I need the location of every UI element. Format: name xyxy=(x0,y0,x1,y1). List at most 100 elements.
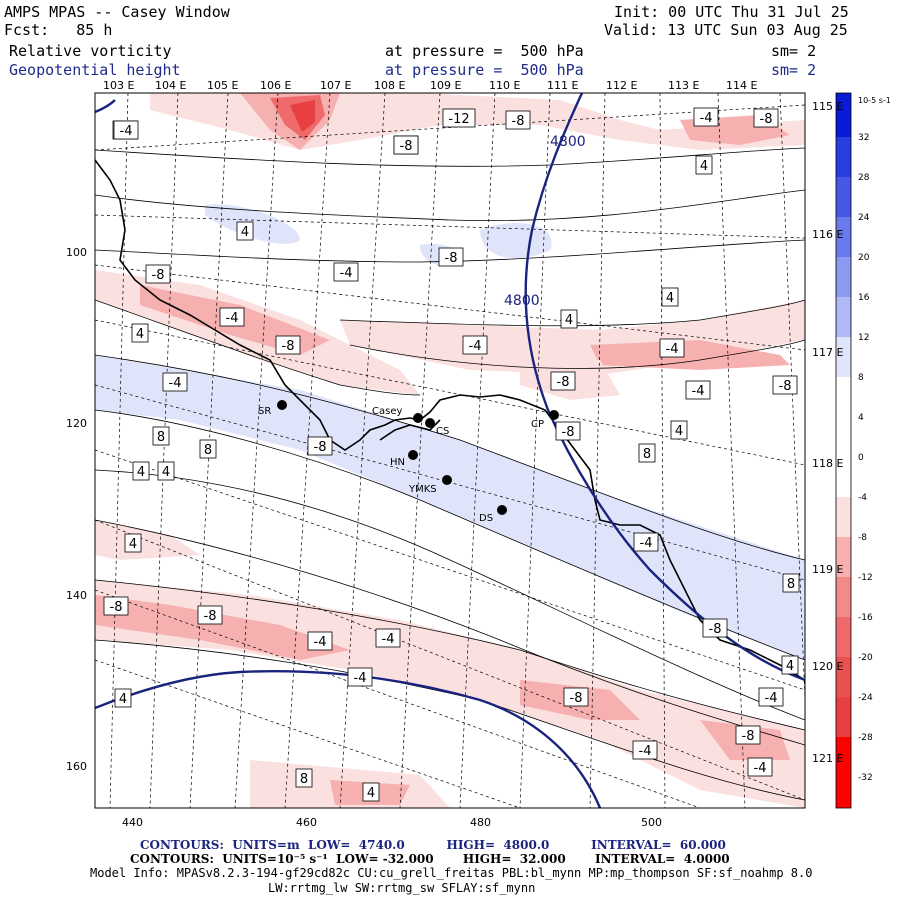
vorticity-contour-info: CONTOURS: UNITS=10⁻⁵ s⁻¹ LOW= -32.000 HI… xyxy=(130,852,730,866)
colorbar-tick: -16 xyxy=(858,613,873,623)
station-label: CS xyxy=(436,426,449,437)
lon-label: 116 E xyxy=(812,228,843,241)
vorticity-label-box xyxy=(695,155,713,175)
vorticity-label-box xyxy=(462,335,488,355)
lon-label: 121 E xyxy=(812,752,843,765)
vorticity-label: -4 xyxy=(692,384,705,399)
vorticity-label: 4 xyxy=(367,786,375,801)
vorticity-label: -8 xyxy=(562,425,575,440)
lon-label: 120 E xyxy=(812,660,843,673)
vorticity-label: -8 xyxy=(512,114,525,129)
vorticity-label-box xyxy=(362,782,380,802)
vorticity-label: -4 xyxy=(382,632,395,647)
vorticity-label: -4 xyxy=(340,266,353,281)
vorticity-label: 4 xyxy=(565,313,573,328)
vorticity-label: 4 xyxy=(241,225,249,240)
vorticity-label: 8 xyxy=(643,447,651,462)
vorticity-label-box xyxy=(219,307,245,327)
vorticity-label: -4 xyxy=(120,124,133,139)
vorticity-label-layer: -4 -12 -8 -4 -4 -8 4 -8 -8 -4 4 4 -4 -8 4 4 -4 -4 -8 -4 -8 -4… xyxy=(103,107,800,802)
vorticity-label-box xyxy=(375,628,401,648)
lon-label: 110 E xyxy=(489,79,520,92)
vorticity-label-box xyxy=(197,605,223,625)
vorticity-label-box xyxy=(307,436,333,456)
vorticity-label-box xyxy=(295,768,313,788)
vorticity-label: -4 xyxy=(666,342,679,357)
x-tick: 500 xyxy=(641,816,662,829)
station-marker xyxy=(425,418,435,428)
y-tick: 160 xyxy=(66,760,87,773)
vorticity-label-box xyxy=(131,323,149,343)
vorticity-label: -12 xyxy=(448,112,469,127)
height-contours xyxy=(95,93,805,808)
right-longitude-labels: 115 E 116 E 117 E 118 E 119 E 120 E 121 … xyxy=(812,100,843,765)
station-marker xyxy=(277,400,287,410)
vorticity-label-box xyxy=(781,655,799,675)
vorticity-label: -8 xyxy=(204,609,217,624)
colorbar-tick: -20 xyxy=(858,653,873,663)
axis-labels: 440 460 480 500 100 120 140 160 xyxy=(66,246,662,829)
vorticity-label: -8 xyxy=(152,268,165,283)
field2-smoothing: sm= 2 xyxy=(771,61,817,79)
lon-label: 113 E xyxy=(668,79,699,92)
vorticity-label: -8 xyxy=(779,379,792,394)
vorticity-label-box xyxy=(199,439,217,459)
colorbar-tick: 24 xyxy=(858,213,870,223)
vorticity-label: 4 xyxy=(119,692,127,707)
vorticity-label: -4 xyxy=(639,744,652,759)
station-marker xyxy=(442,475,452,485)
vorticity-field xyxy=(95,93,805,808)
top-longitude-labels: 103 E 104 E 105 E 106 E 107 E 108 E 109 … xyxy=(103,79,757,92)
colorbar-tick: 4 xyxy=(858,413,864,423)
vorticity-label: -4 xyxy=(314,635,327,650)
colorbar-tick: 0 xyxy=(858,453,864,463)
vorticity-label: 8 xyxy=(787,577,795,592)
model-info: Model Info: MPASv8.2.3-194-gf29cd82c CU:… xyxy=(90,866,813,880)
colorbar-tick: -32 xyxy=(858,773,873,783)
colorbar-tick: -8 xyxy=(858,533,867,543)
vorticity-label: 4 xyxy=(666,291,674,306)
colorbar-tick: -12 xyxy=(858,573,873,583)
vorticity-label-box xyxy=(505,110,531,130)
vorticity-label-box xyxy=(333,262,359,282)
vorticity-label-box xyxy=(113,120,139,140)
height-contour-info: CONTOURS: UNITS=m LOW= 4740.0 HIGH= 4800… xyxy=(140,838,726,852)
model-info-radiation: LW:rrtmg_lw SW:rrtmg_sw SFLAY:sf_mynn xyxy=(268,881,536,895)
valid-time: Valid: 13 UTC Sun 03 Aug 25 xyxy=(604,21,848,39)
lon-label: 111 E xyxy=(547,79,578,92)
vorticity-label: 4 xyxy=(700,159,708,174)
field1-level: at pressure = 500 hPa xyxy=(385,42,584,60)
vorticity-label-box xyxy=(753,108,779,128)
vorticity-label-box xyxy=(103,596,129,616)
height-label: 4800 xyxy=(550,134,586,150)
vorticity-label: -4 xyxy=(640,536,653,551)
lon-label: 104 E xyxy=(155,79,186,92)
colorbar-tick: -24 xyxy=(858,693,873,703)
vorticity-label-box xyxy=(638,443,656,463)
vorticity-label-box xyxy=(550,371,576,391)
vorticity-label-box xyxy=(702,618,728,638)
lon-label: 114 E xyxy=(726,79,757,92)
x-tick: 440 xyxy=(122,816,143,829)
vorticity-label-box xyxy=(563,687,589,707)
lon-label: 117 E xyxy=(812,346,843,359)
station-label: DS xyxy=(479,513,493,524)
positive-vorticity-band xyxy=(95,355,805,660)
vorticity-label: 4 xyxy=(786,659,794,674)
vorticity-label: -8 xyxy=(760,112,773,127)
colorbar-tick: -4 xyxy=(858,493,867,503)
stations: Casey CS SR HN YMKS DS CP xyxy=(258,400,559,524)
vorticity-label: 4 xyxy=(162,465,170,480)
lon-label: 109 E xyxy=(430,79,461,92)
station-label: HN xyxy=(390,457,405,468)
vorticity-label-box xyxy=(393,135,419,155)
colorbar-unit: 10-5 s-1 xyxy=(858,96,891,105)
vorticity-label: -8 xyxy=(314,440,327,455)
vorticity-label-box xyxy=(661,287,679,307)
vorticity-label: -4 xyxy=(169,376,182,391)
lon-label: 115 E xyxy=(812,100,843,113)
field2-name: Geopotential height xyxy=(9,61,181,79)
station-marker xyxy=(497,505,507,515)
lon-label: 106 E xyxy=(260,79,291,92)
